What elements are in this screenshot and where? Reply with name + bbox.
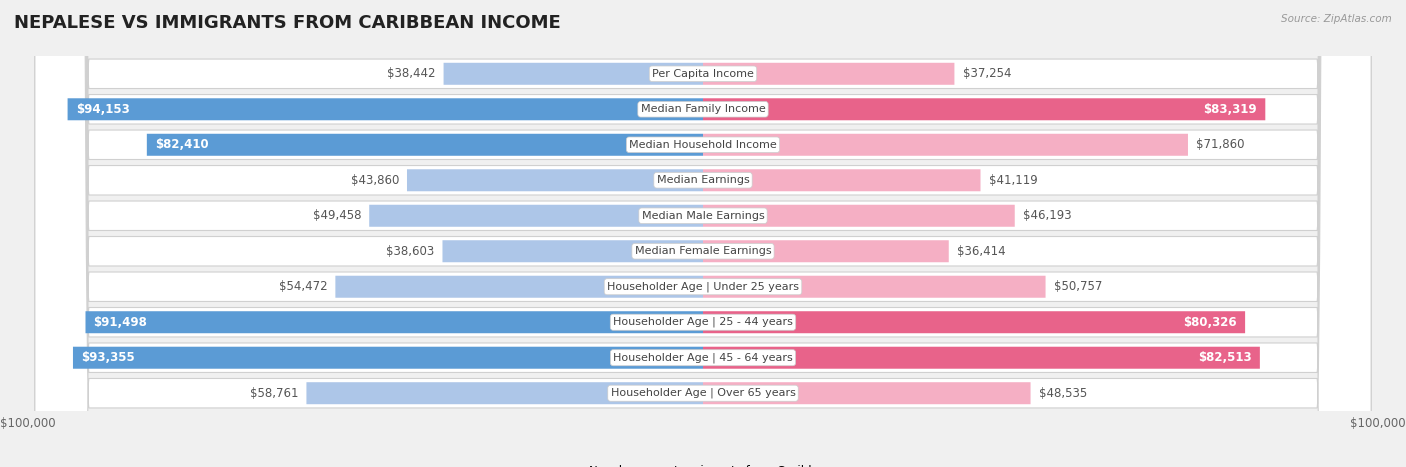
Text: $83,319: $83,319 (1204, 103, 1257, 116)
FancyBboxPatch shape (703, 63, 955, 85)
Text: $46,193: $46,193 (1022, 209, 1071, 222)
FancyBboxPatch shape (703, 347, 1260, 369)
Text: Median Earnings: Median Earnings (657, 175, 749, 185)
FancyBboxPatch shape (703, 240, 949, 262)
FancyBboxPatch shape (35, 0, 1371, 467)
FancyBboxPatch shape (67, 98, 703, 120)
Text: $41,119: $41,119 (988, 174, 1038, 187)
Text: $82,513: $82,513 (1198, 351, 1251, 364)
FancyBboxPatch shape (703, 382, 1031, 404)
Text: NEPALESE VS IMMIGRANTS FROM CARIBBEAN INCOME: NEPALESE VS IMMIGRANTS FROM CARIBBEAN IN… (14, 14, 561, 32)
FancyBboxPatch shape (336, 276, 703, 298)
Text: $43,860: $43,860 (350, 174, 399, 187)
FancyBboxPatch shape (35, 0, 1371, 467)
FancyBboxPatch shape (146, 134, 703, 156)
FancyBboxPatch shape (406, 169, 703, 191)
Text: Householder Age | Over 65 years: Householder Age | Over 65 years (610, 388, 796, 398)
Text: $82,410: $82,410 (155, 138, 208, 151)
Text: $71,860: $71,860 (1197, 138, 1244, 151)
FancyBboxPatch shape (86, 311, 703, 333)
FancyBboxPatch shape (703, 205, 1015, 227)
FancyBboxPatch shape (703, 311, 1246, 333)
FancyBboxPatch shape (703, 98, 1265, 120)
FancyBboxPatch shape (443, 240, 703, 262)
Text: Median Male Earnings: Median Male Earnings (641, 211, 765, 221)
FancyBboxPatch shape (35, 0, 1371, 467)
FancyBboxPatch shape (73, 347, 703, 369)
Text: $48,535: $48,535 (1039, 387, 1087, 400)
FancyBboxPatch shape (370, 205, 703, 227)
Legend: Nepalese, Immigrants from Caribbean: Nepalese, Immigrants from Caribbean (562, 460, 844, 467)
FancyBboxPatch shape (703, 134, 1188, 156)
Text: Householder Age | 45 - 64 years: Householder Age | 45 - 64 years (613, 353, 793, 363)
Text: $58,761: $58,761 (250, 387, 298, 400)
Text: $54,472: $54,472 (278, 280, 328, 293)
FancyBboxPatch shape (703, 169, 980, 191)
Text: Median Female Earnings: Median Female Earnings (634, 246, 772, 256)
Text: $38,442: $38,442 (387, 67, 436, 80)
FancyBboxPatch shape (35, 0, 1371, 467)
FancyBboxPatch shape (35, 0, 1371, 467)
Text: Median Household Income: Median Household Income (628, 140, 778, 150)
Text: $38,603: $38,603 (387, 245, 434, 258)
FancyBboxPatch shape (35, 0, 1371, 467)
Text: $91,498: $91,498 (94, 316, 148, 329)
FancyBboxPatch shape (703, 276, 1046, 298)
FancyBboxPatch shape (307, 382, 703, 404)
Text: $80,326: $80,326 (1184, 316, 1237, 329)
FancyBboxPatch shape (35, 0, 1371, 467)
FancyBboxPatch shape (443, 63, 703, 85)
Text: Householder Age | Under 25 years: Householder Age | Under 25 years (607, 282, 799, 292)
Text: $93,355: $93,355 (82, 351, 135, 364)
Text: Householder Age | 25 - 44 years: Householder Age | 25 - 44 years (613, 317, 793, 327)
FancyBboxPatch shape (35, 0, 1371, 467)
Text: $36,414: $36,414 (957, 245, 1005, 258)
Text: Source: ZipAtlas.com: Source: ZipAtlas.com (1281, 14, 1392, 24)
Text: $37,254: $37,254 (963, 67, 1011, 80)
Text: Median Family Income: Median Family Income (641, 104, 765, 114)
Text: $50,757: $50,757 (1053, 280, 1102, 293)
Text: $49,458: $49,458 (312, 209, 361, 222)
FancyBboxPatch shape (35, 0, 1371, 467)
Text: $94,153: $94,153 (76, 103, 129, 116)
Text: Per Capita Income: Per Capita Income (652, 69, 754, 79)
FancyBboxPatch shape (35, 0, 1371, 467)
